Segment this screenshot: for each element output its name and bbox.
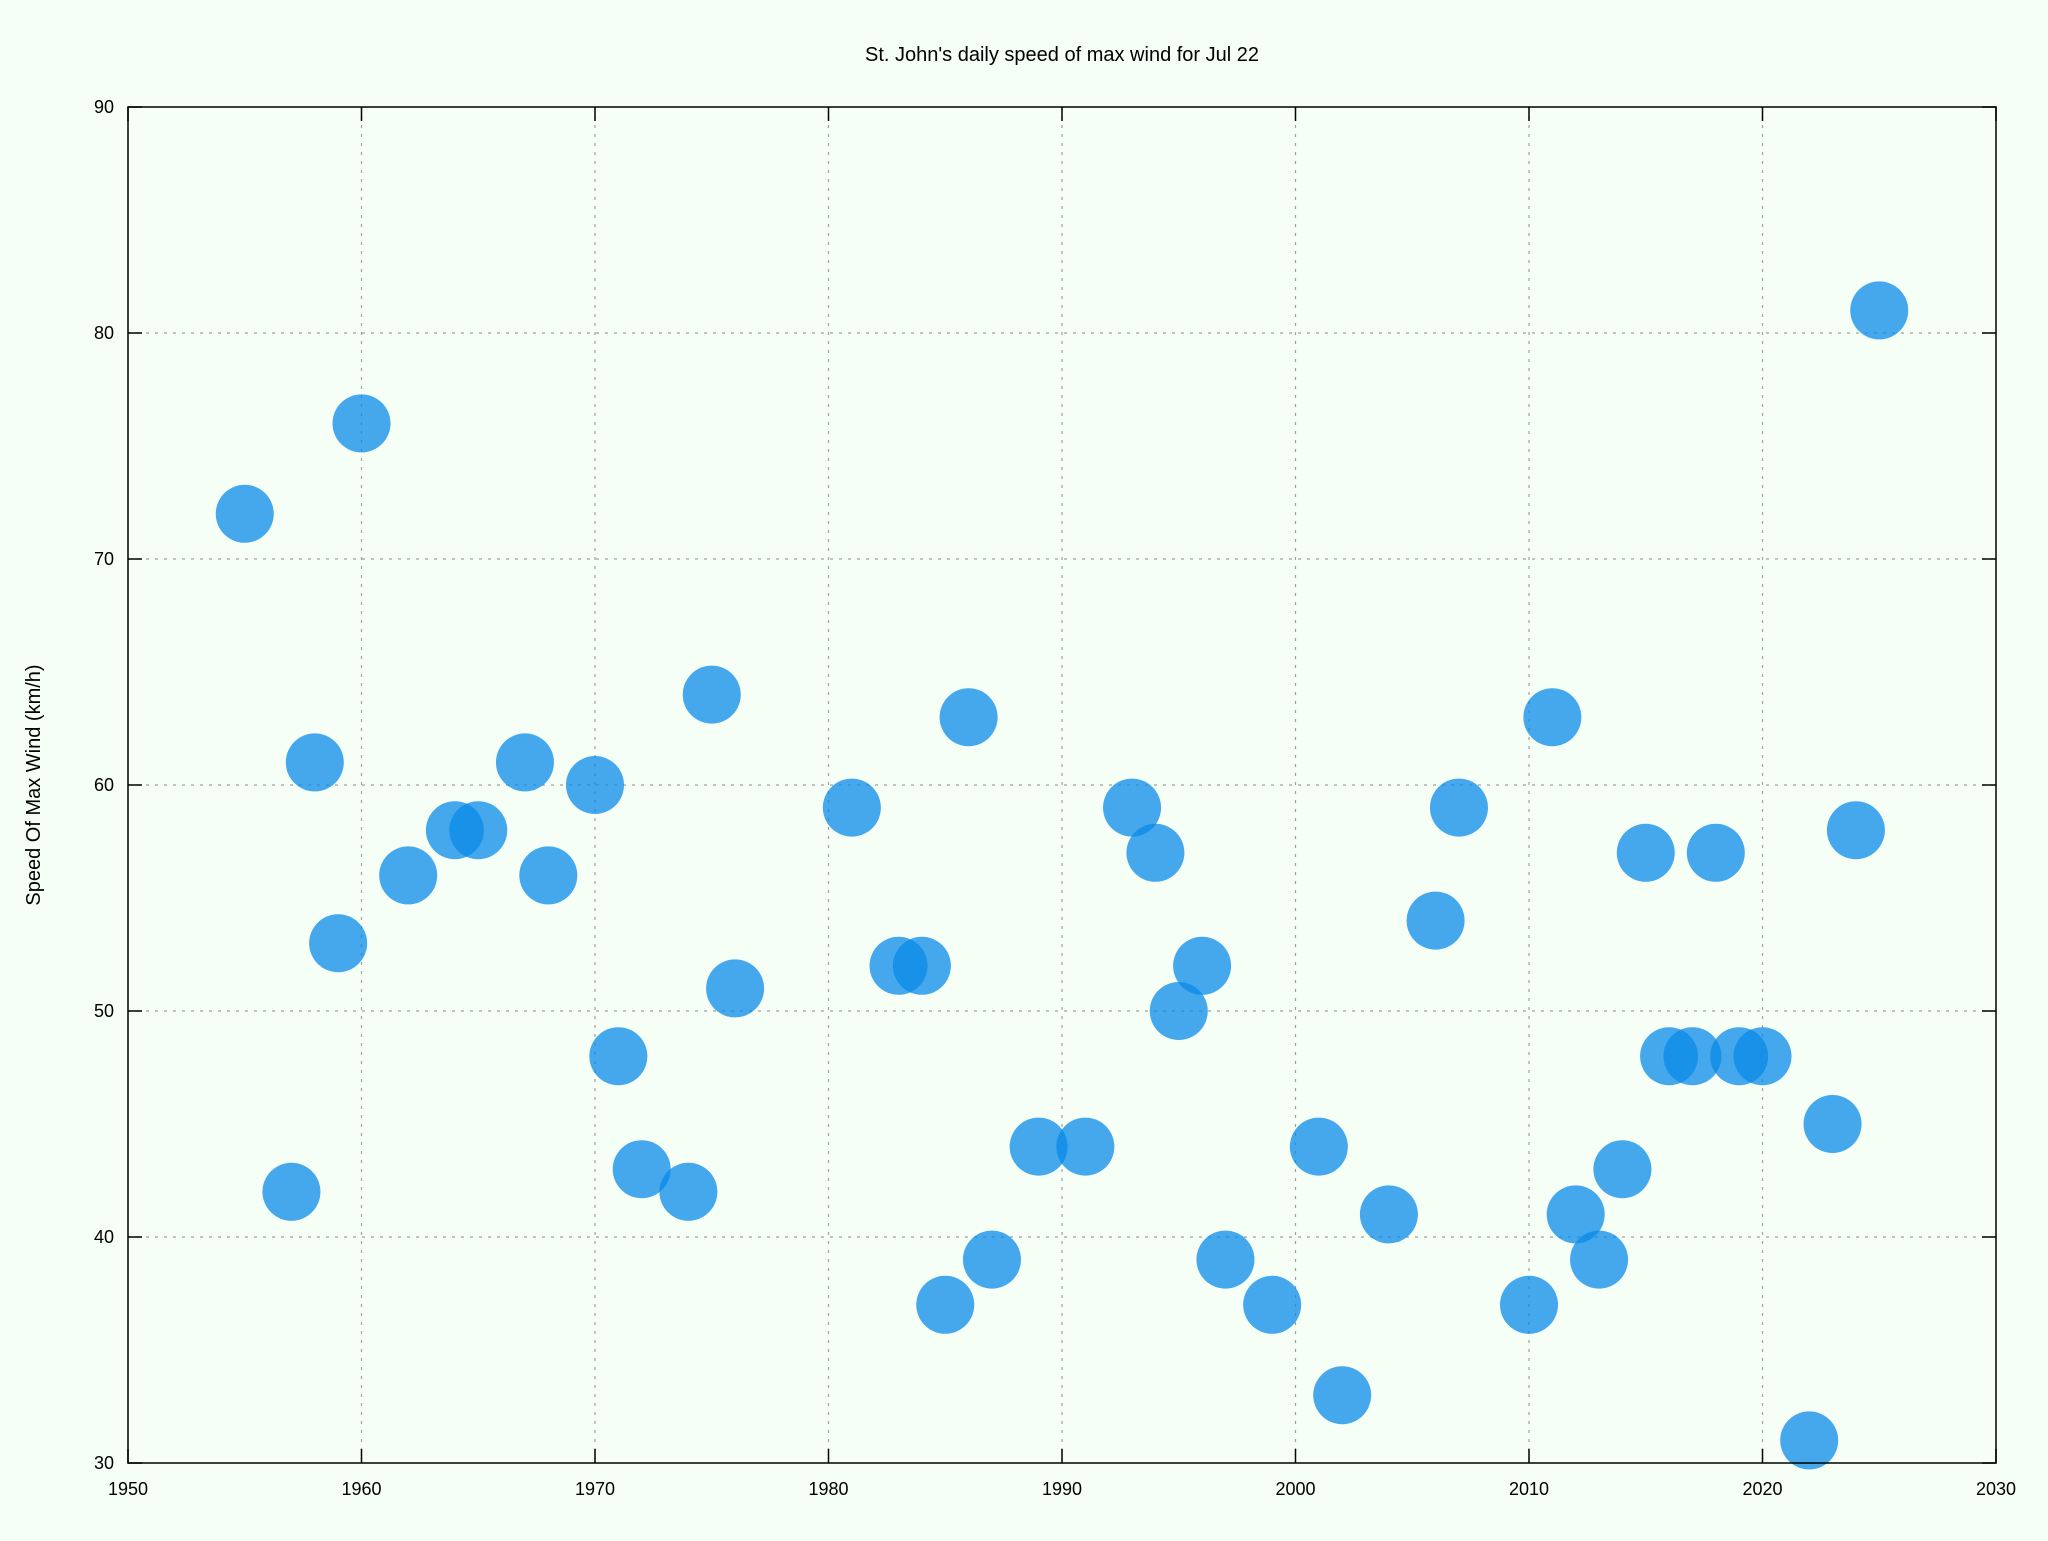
y-tick-label: 90 xyxy=(94,97,114,117)
data-point xyxy=(332,394,391,453)
data-point xyxy=(589,1027,648,1086)
data-point xyxy=(1009,1117,1068,1176)
y-tick-label: 70 xyxy=(94,549,114,569)
data-point xyxy=(1196,1230,1255,1289)
data-point xyxy=(939,688,998,747)
data-point xyxy=(1733,1027,1792,1086)
x-tick-label: 2030 xyxy=(1976,1479,2016,1499)
points-layer xyxy=(215,281,1909,1470)
data-point xyxy=(1686,823,1745,882)
data-point xyxy=(1289,1117,1348,1176)
data-point xyxy=(1056,1117,1115,1176)
data-point xyxy=(1616,823,1675,882)
data-point xyxy=(1523,688,1582,747)
data-point xyxy=(262,1162,321,1221)
data-point xyxy=(612,1140,671,1199)
x-tick-label: 1960 xyxy=(341,1479,381,1499)
data-point xyxy=(682,665,741,724)
data-point xyxy=(822,778,881,837)
x-tick-label: 1970 xyxy=(575,1479,615,1499)
data-point xyxy=(1500,1275,1558,1334)
data-point xyxy=(1243,1275,1302,1334)
data-point xyxy=(892,936,951,995)
data-point xyxy=(916,1275,975,1334)
data-point xyxy=(1149,982,1208,1040)
y-tick-label: 30 xyxy=(94,1453,114,1473)
y-tick-label: 60 xyxy=(94,775,114,795)
x-tick-label: 2020 xyxy=(1742,1479,1782,1499)
chart-title: St. John's daily speed of max wind for J… xyxy=(865,44,1259,66)
data-point xyxy=(1103,778,1162,837)
data-point xyxy=(962,1230,1021,1289)
data-point xyxy=(215,484,274,543)
data-point xyxy=(379,846,438,905)
x-tick-label: 2000 xyxy=(1275,1479,1315,1499)
data-point xyxy=(285,733,344,792)
tick-layer xyxy=(127,106,1997,1464)
data-point xyxy=(449,801,508,860)
x-tick-label: 1990 xyxy=(1042,1479,1082,1499)
data-point xyxy=(1429,778,1488,837)
data-point xyxy=(659,1162,718,1221)
data-point xyxy=(1359,1185,1418,1244)
data-point xyxy=(1593,1140,1652,1199)
data-point xyxy=(1570,1230,1629,1289)
data-point xyxy=(1826,801,1885,860)
data-point xyxy=(1126,823,1185,882)
y-tick-label: 40 xyxy=(94,1227,114,1247)
data-point xyxy=(1780,1411,1839,1470)
data-point xyxy=(706,959,765,1018)
data-point xyxy=(1406,891,1465,950)
x-tick-label: 1950 xyxy=(108,1479,148,1499)
data-point xyxy=(1546,1185,1605,1244)
data-point xyxy=(1803,1095,1862,1153)
data-point xyxy=(495,733,554,792)
data-point xyxy=(1663,1027,1722,1086)
data-point xyxy=(1173,936,1232,995)
data-point xyxy=(1850,281,1909,340)
tick-label-layer: 1950 1960 1970 1980 1990 2000 2010 2020 2030 30 40… xyxy=(94,97,2016,1499)
y-tick-label: 80 xyxy=(94,323,114,343)
data-point xyxy=(566,756,624,814)
x-tick-label: 1980 xyxy=(808,1479,848,1499)
data-point xyxy=(519,846,578,905)
y-axis-title: Speed Of Max Wind (km/h) xyxy=(23,664,45,905)
y-tick-label: 50 xyxy=(94,1001,114,1021)
data-point xyxy=(1313,1366,1372,1425)
x-tick-label: 2010 xyxy=(1509,1479,1549,1499)
grid-layer xyxy=(128,107,1996,1463)
data-point xyxy=(309,914,368,973)
